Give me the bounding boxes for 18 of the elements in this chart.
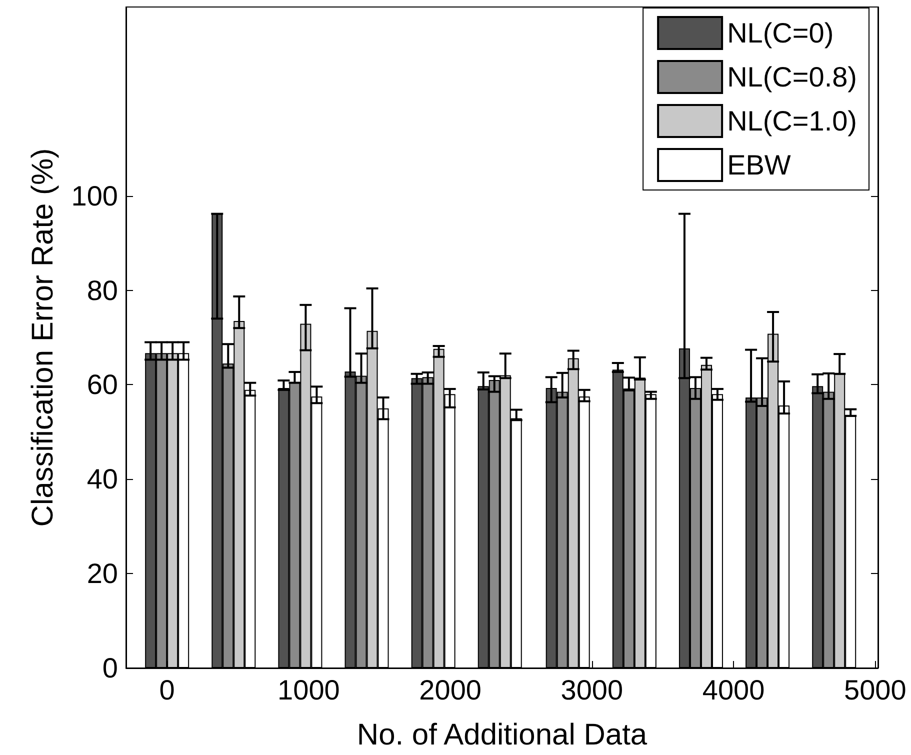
- x-axis-title: No. of Additional Data: [356, 718, 648, 752]
- y-tick-label: 0: [102, 652, 118, 684]
- legend-label: NL(C=1.0): [727, 106, 857, 136]
- y-axis-title: Classification Error Rate (%): [26, 148, 60, 527]
- legend-label: NL(C=0): [727, 18, 834, 48]
- x-tick-label: 0: [159, 674, 175, 706]
- y-tick-label: 60: [86, 369, 118, 400]
- y-tick-label: 40: [86, 464, 118, 495]
- x-tick-label: 2000: [419, 674, 482, 706]
- legend-label: NL(C=0.8): [727, 62, 857, 92]
- x-tick-label: 1000: [278, 674, 340, 706]
- y-tick-label: 20: [86, 558, 118, 590]
- x-tick-label: 3000: [560, 674, 624, 706]
- x-tick-label: 4000: [702, 674, 765, 706]
- y-tick-label: 100: [71, 180, 118, 212]
- x-tick-label: 5000: [844, 674, 906, 706]
- y-tick-label: 80: [86, 274, 118, 306]
- legend-label: EBW: [727, 150, 792, 180]
